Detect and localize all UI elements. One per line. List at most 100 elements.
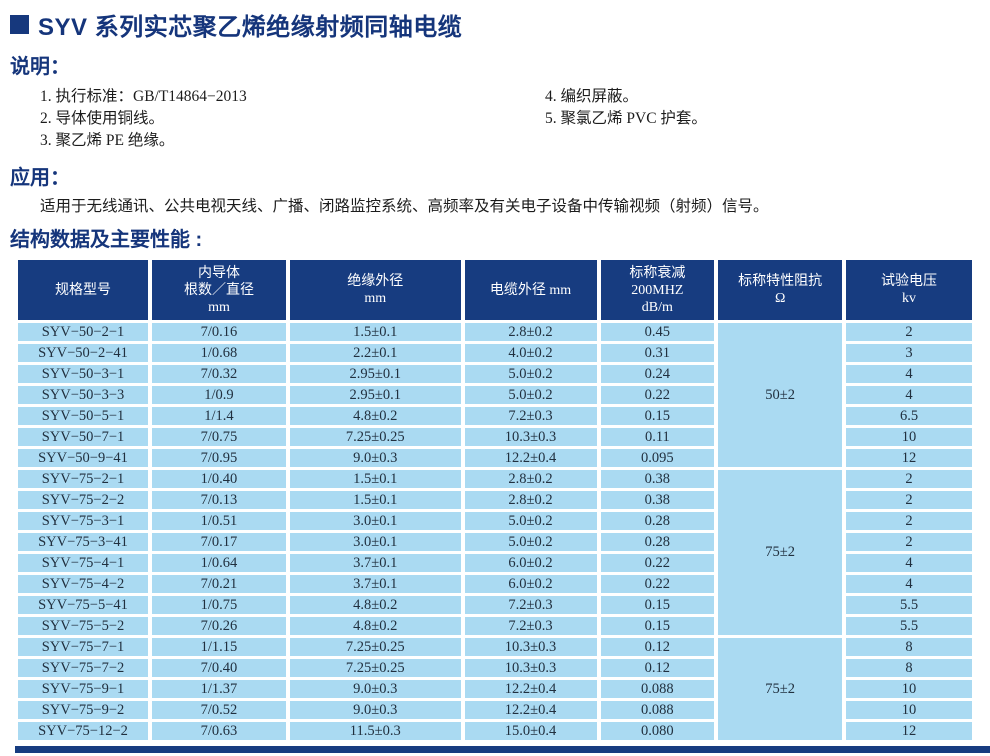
table-row: SYV−75−3−41 7/0.17 3.0±0.1 5.0±0.2 0.28 2 [18, 533, 972, 551]
table-cell: 5.0±0.2 [464, 365, 597, 383]
table-cell: 7.25±0.25 [289, 638, 461, 656]
table-row: SYV−50−9−41 7/0.95 9.0±0.3 12.2±0.4 0.095 12 [18, 449, 972, 467]
table-cell: SYV−75−12−2 [18, 722, 148, 740]
table-cell: SYV−75−4−2 [18, 575, 148, 593]
table-cell: 2 [846, 512, 972, 530]
table-cell: 3.0±0.1 [289, 512, 461, 530]
table-cell: 8 [846, 638, 972, 656]
section-heading-structure-data: 结构数据及主要性能 : [10, 229, 203, 251]
header-cell: 绝缘外径 mm [289, 260, 461, 320]
table-cell: SYV−75−5−41 [18, 596, 148, 614]
table-cell: 1/0.40 [151, 470, 286, 488]
table-cell: 5.0±0.2 [464, 533, 597, 551]
title-square-bullet-icon [10, 14, 29, 34]
table-cell: 2 [846, 533, 972, 551]
table-cell: SYV−50−3−1 [18, 365, 148, 383]
table-cell: 3.0±0.1 [289, 533, 461, 551]
table-cell: 0.080 [600, 722, 715, 740]
table-cell: 6.5 [846, 407, 972, 425]
table-row: SYV−75−12−2 7/0.63 11.5±0.3 15.0±0.4 0.080 12 [18, 722, 972, 740]
table-cell: 4.0±0.2 [464, 344, 597, 362]
table-cell: 7/0.52 [151, 701, 286, 719]
table-cell: SYV−50−9−41 [18, 449, 148, 467]
table-cell: 0.088 [600, 701, 715, 719]
spec-table: 规格型号 内导体 根数／直径 mm 绝缘外径 mm 电缆外径 mm 标称衰减 200MHZ dB/… [14, 257, 976, 743]
table-cell: 4.8±0.2 [289, 596, 461, 614]
table-cell: 3.7±0.1 [289, 554, 461, 572]
table-cell: 2.8±0.2 [464, 323, 597, 341]
table-cell: 1/1.15 [151, 638, 286, 656]
table-cell: 1.5±0.1 [289, 470, 461, 488]
table-cell: 0.28 [600, 512, 715, 530]
table-row: SYV−50−5−1 1/1.4 4.8±0.2 7.2±0.3 0.15 6.5 [18, 407, 972, 425]
table-cell: 4.8±0.2 [289, 617, 461, 635]
table-cell: 11.5±0.3 [289, 722, 461, 740]
table-row: SYV−75−2−2 7/0.13 1.5±0.1 2.8±0.2 0.38 2 [18, 491, 972, 509]
table-cell: 12 [846, 449, 972, 467]
table-cell: 4 [846, 554, 972, 572]
table-row: SYV−50−3−1 7/0.32 2.95±0.1 5.0±0.2 0.24 4 [18, 365, 972, 383]
table-cell: SYV−75−5−2 [18, 617, 148, 635]
table-cell: 2 [846, 491, 972, 509]
table-cell: 12.2±0.4 [464, 449, 597, 467]
table-cell: 4.8±0.2 [289, 407, 461, 425]
table-cell: 1/0.75 [151, 596, 286, 614]
table-cell: SYV−50−2−41 [18, 344, 148, 362]
table-cell: 2.95±0.1 [289, 365, 461, 383]
description-list: 1. 执行标准：GB/T14864−2013 2. 导体使用铜线。 3. 聚乙烯… [40, 86, 990, 152]
section-heading-application: 应用： [10, 167, 70, 189]
table-cell: 0.38 [600, 491, 715, 509]
list-item: 4. 编织屏蔽。 [545, 88, 639, 105]
header-cell: 内导体 根数／直径 mm [151, 260, 286, 320]
table-cell: 2.2±0.1 [289, 344, 461, 362]
table-cell: 3.7±0.1 [289, 575, 461, 593]
table-cell: SYV−75−9−2 [18, 701, 148, 719]
table-cell: 1/1.4 [151, 407, 286, 425]
application-text: 适用于无线通讯、公共电视天线、广播、闭路监控系统、高频率及有关电子设备中传输视频… [40, 198, 769, 215]
table-cell: SYV−75−7−2 [18, 659, 148, 677]
table-cell: 9.0±0.3 [289, 701, 461, 719]
table-cell: 4 [846, 386, 972, 404]
table-cell: 10 [846, 680, 972, 698]
table-cell: 9.0±0.3 [289, 449, 461, 467]
header-cell: 电缆外径 mm [464, 260, 597, 320]
table-cell: 12.2±0.4 [464, 701, 597, 719]
table-cell: 4 [846, 575, 972, 593]
table-cell: 0.11 [600, 428, 715, 446]
table-cell: 6.0±0.2 [464, 554, 597, 572]
table-cell: 7/0.40 [151, 659, 286, 677]
table-cell: 0.15 [600, 407, 715, 425]
table-cell: 7/0.95 [151, 449, 286, 467]
table-cell: SYV−75−9−1 [18, 680, 148, 698]
table-cell: SYV−50−7−1 [18, 428, 148, 446]
table-row: SYV−75−7−2 7/0.40 7.25±0.25 10.3±0.3 0.12 8 [18, 659, 972, 677]
table-cell: 0.22 [600, 386, 715, 404]
footer-rule [15, 746, 990, 753]
table-cell: 12 [846, 722, 972, 740]
description-list-right: 4. 编织屏蔽。 5. 聚氯乙烯 PVC 护套。 [545, 86, 990, 152]
table-row: SYV−50−2−1 7/0.16 1.5±0.1 2.8±0.2 0.45 50±2 2 [18, 323, 972, 467]
table-cell: 7.2±0.3 [464, 596, 597, 614]
table-cell: 7.25±0.25 [289, 659, 461, 677]
table-cell: 5.5 [846, 617, 972, 635]
table-cell: 6.0±0.2 [464, 575, 597, 593]
table-row: SYV−50−2−41 1/0.68 2.2±0.1 4.0±0.2 0.31 3 [18, 344, 972, 362]
table-cell: 1.5±0.1 [289, 323, 461, 341]
table-row: SYV−75−9−1 1/1.37 9.0±0.3 12.2±0.4 0.088 10 [18, 680, 972, 698]
table-cell: 0.12 [600, 638, 715, 656]
table-row: SYV−50−7−1 7/0.75 7.25±0.25 10.3±0.3 0.11 10 [18, 428, 972, 446]
table-cell: 5.0±0.2 [464, 512, 597, 530]
table-cell: 1/0.64 [151, 554, 286, 572]
table-cell: SYV−50−3−3 [18, 386, 148, 404]
table-cell: SYV−50−2−1 [18, 323, 148, 341]
table-row: SYV−75−4−1 1/0.64 3.7±0.1 6.0±0.2 0.22 4 [18, 554, 972, 572]
table-cell: 12.2±0.4 [464, 680, 597, 698]
table-cell: 15.0±0.4 [464, 722, 597, 740]
table-cell: 10.3±0.3 [464, 638, 597, 656]
table-row: SYV−75−3−1 1/0.51 3.0±0.1 5.0±0.2 0.28 2 [18, 512, 972, 530]
table-cell: 7/0.63 [151, 722, 286, 740]
table-cell: 0.24 [600, 365, 715, 383]
table-row: SYV−75−5−2 7/0.26 4.8±0.2 7.2±0.3 0.15 5.5 [18, 617, 972, 635]
table-cell: 7.25±0.25 [289, 428, 461, 446]
